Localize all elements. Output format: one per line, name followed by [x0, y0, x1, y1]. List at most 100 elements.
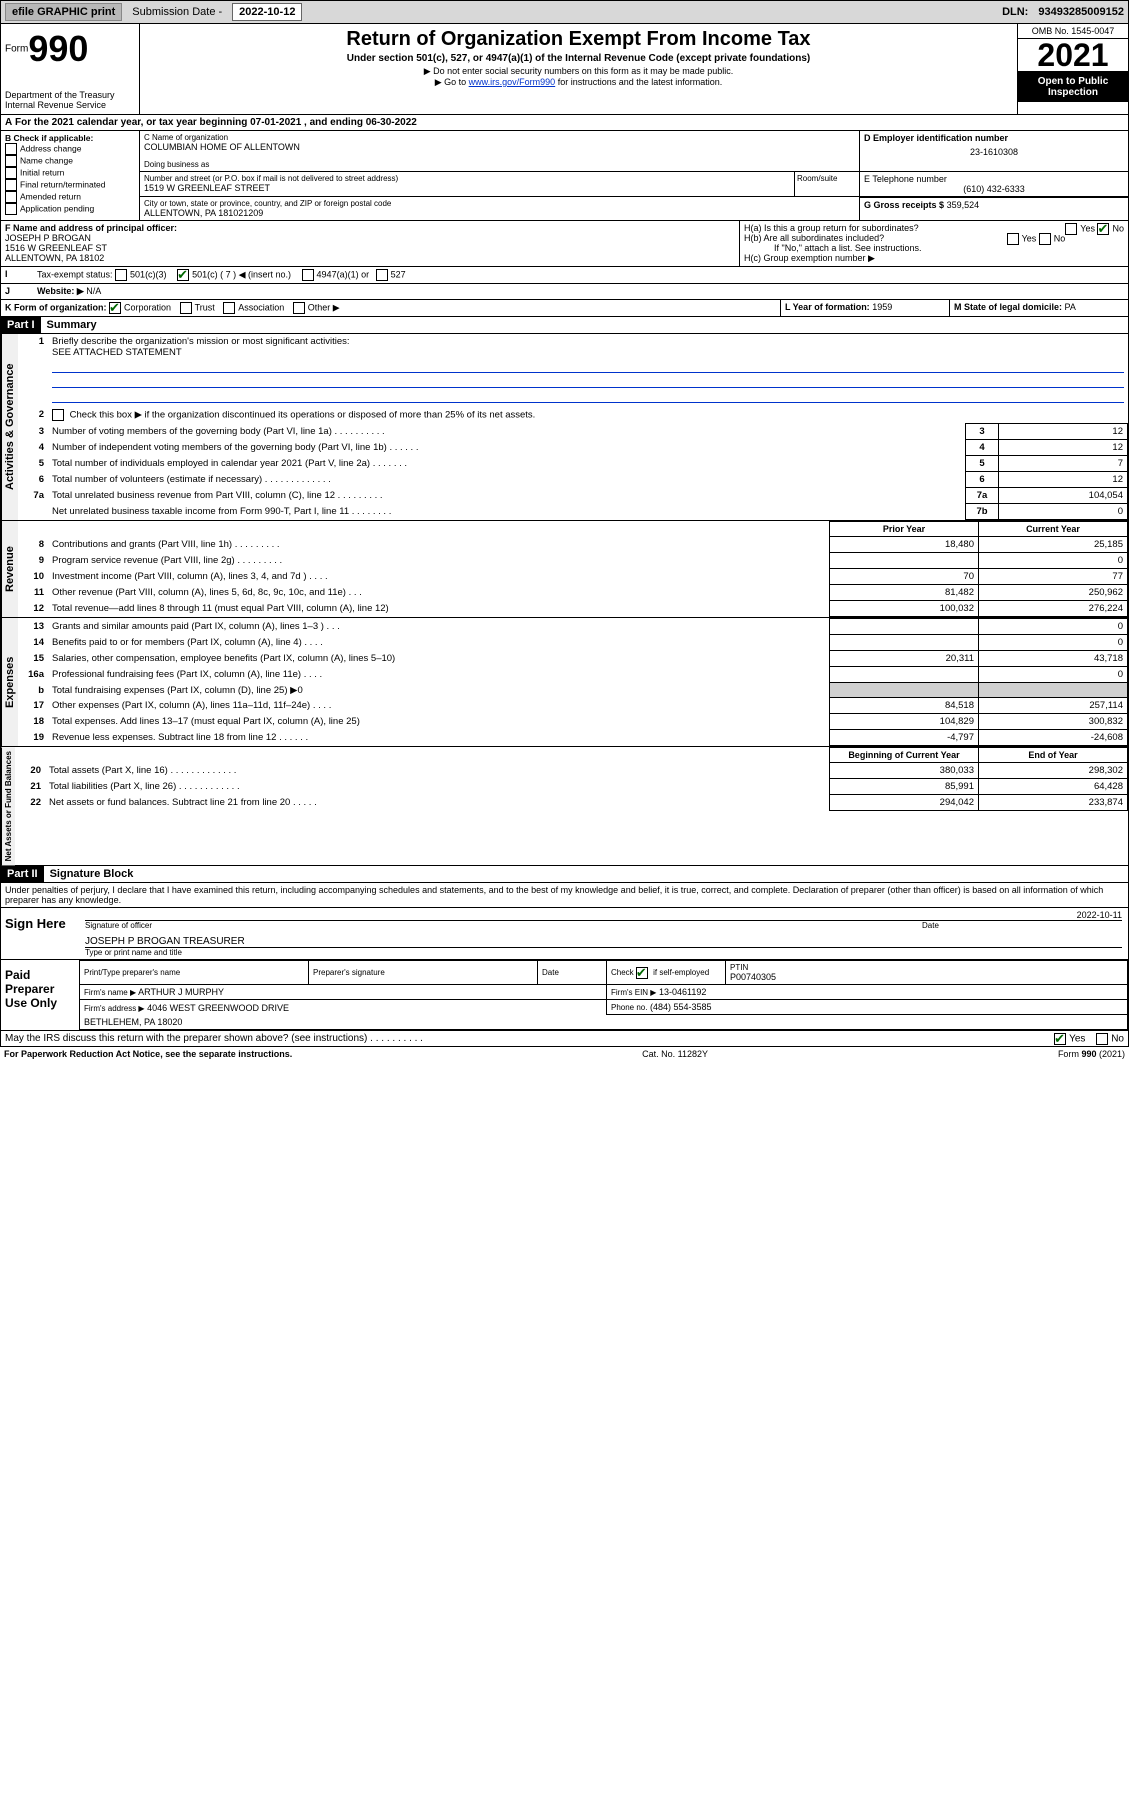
- paid-preparer-label: Paid Preparer Use Only: [1, 960, 79, 1030]
- ptin-value: P00740305: [730, 972, 1123, 982]
- form-footer: Form 990 (2021): [1058, 1049, 1125, 1059]
- firm-addr2: BETHLEHEM, PA 18020: [84, 1017, 182, 1027]
- summary-row: 3Number of voting members of the governi…: [18, 424, 1128, 440]
- pra-notice: For Paperwork Reduction Act Notice, see …: [4, 1049, 292, 1059]
- irs-link[interactable]: www.irs.gov/Form990: [469, 77, 556, 87]
- self-employed-cell: Check if self-employed: [607, 961, 726, 985]
- summary-row: 5Total number of individuals employed in…: [18, 456, 1128, 472]
- firm-phone-label: Phone no.: [611, 1003, 647, 1012]
- check-app-pending[interactable]: [5, 203, 17, 215]
- check-trust[interactable]: [180, 302, 192, 314]
- efile-print-button[interactable]: efile GRAPHIC print: [5, 3, 122, 21]
- box-b-label: B Check if applicable:: [5, 133, 135, 143]
- org-info-block: B Check if applicable: Address change Na…: [0, 131, 1129, 221]
- check-discontinued[interactable]: [52, 409, 64, 421]
- check-other[interactable]: [293, 302, 305, 314]
- expenses-section: Expenses 13Grants and similar amounts pa…: [0, 618, 1129, 747]
- firm-ein: 13-0461192: [659, 987, 706, 997]
- hb-no[interactable]: [1039, 233, 1051, 245]
- klm-row: K Form of organization: Corporation Trus…: [0, 300, 1129, 317]
- declaration-text: Under penalties of perjury, I declare th…: [1, 883, 1128, 907]
- form-title: Return of Organization Exempt From Incom…: [148, 28, 1009, 51]
- open-inspection: Open to Public Inspection: [1018, 72, 1128, 102]
- summary-row: 11Other revenue (Part VIII, column (A), …: [18, 585, 1128, 601]
- dln-value: 93493285009152: [1038, 6, 1124, 18]
- check-final-return[interactable]: [5, 179, 17, 191]
- firm-phone: (484) 554-3585: [650, 1002, 712, 1012]
- check-4947[interactable]: [302, 269, 314, 281]
- line-a: A For the 2021 calendar year, or tax yea…: [0, 115, 1129, 131]
- summary-row: 9Program service revenue (Part VIII, lin…: [18, 553, 1128, 569]
- prep-sig-label: Preparer's signature: [313, 968, 533, 977]
- vlabel-revenue: Revenue: [1, 521, 18, 617]
- mission-line1: [52, 360, 1124, 373]
- vlabel-expenses: Expenses: [1, 618, 18, 746]
- check-corp[interactable]: [109, 302, 121, 314]
- discuss-no[interactable]: [1096, 1033, 1108, 1045]
- summary-row: 14Benefits paid to or for members (Part …: [18, 635, 1128, 651]
- officer-typed-name: JOSEPH P BROGAN TREASURER: [85, 936, 1122, 947]
- governance-section: Activities & Governance 1 Briefly descri…: [0, 334, 1129, 521]
- ha-no[interactable]: [1097, 223, 1109, 235]
- cat-number: Cat. No. 11282Y: [642, 1049, 708, 1059]
- mission-line3: [52, 390, 1124, 403]
- check-self-employed[interactable]: [636, 967, 648, 979]
- check-name-change[interactable]: [5, 155, 17, 167]
- box-f-label: F Name and address of principal officer:: [5, 223, 735, 233]
- irs-label: Internal Revenue Service: [5, 100, 135, 110]
- year-formation: 1959: [872, 302, 892, 312]
- firm-addr-label: Firm's address ▶: [84, 1004, 145, 1013]
- org-name: COLUMBIAN HOME OF ALLENTOWN: [144, 142, 855, 152]
- part1-header-row: Part I Summary: [0, 317, 1129, 334]
- prep-date-label: Date: [542, 968, 602, 977]
- check-501c3[interactable]: [115, 269, 127, 281]
- h-c: H(c) Group exemption number ▶: [744, 253, 1124, 264]
- q1-value: SEE ATTACHED STATEMENT: [52, 347, 182, 358]
- check-assoc[interactable]: [223, 302, 235, 314]
- summary-row: 13Grants and similar amounts paid (Part …: [18, 619, 1128, 635]
- discuss-yes[interactable]: [1054, 1033, 1066, 1045]
- check-amended[interactable]: [5, 191, 17, 203]
- part2-title: Signature Block: [44, 868, 134, 880]
- footer: For Paperwork Reduction Act Notice, see …: [0, 1047, 1129, 1061]
- check-527[interactable]: [376, 269, 388, 281]
- check-initial-return[interactable]: [5, 167, 17, 179]
- dba-label: Doing business as: [144, 160, 855, 169]
- summary-row: Net unrelated business taxable income fr…: [18, 504, 1128, 520]
- vlabel-assets: Net Assets or Fund Balances: [1, 747, 15, 865]
- form-number: 990: [28, 28, 88, 69]
- end-year-header: End of Year: [979, 748, 1128, 763]
- state-domicile: PA: [1065, 302, 1076, 312]
- summary-row: 19Revenue less expenses. Subtract line 1…: [18, 730, 1128, 746]
- revenue-section: Revenue Prior Year Current Year 8Contrib…: [0, 521, 1129, 618]
- phone-value: (610) 432-6333: [864, 184, 1124, 194]
- box-l-label: L Year of formation:: [785, 302, 870, 312]
- q2-text: Check this box ▶ if the organization dis…: [70, 410, 536, 421]
- street-address: 1519 W GREENLEAF STREET: [144, 183, 790, 193]
- hb-yes[interactable]: [1007, 233, 1019, 245]
- ha-yes[interactable]: [1065, 223, 1077, 235]
- summary-row: 7aTotal unrelated business revenue from …: [18, 488, 1128, 504]
- website-row: J Website: ▶ N/A: [0, 284, 1129, 300]
- sign-here-label: Sign Here: [1, 908, 79, 959]
- addr-label: Number and street (or P.O. box if mail i…: [144, 174, 398, 183]
- ein-label: D Employer identification number: [864, 133, 1124, 143]
- ptin-label: PTIN: [730, 963, 1123, 972]
- part1-title: Summary: [41, 319, 97, 331]
- vlabel-governance: Activities & Governance: [1, 334, 18, 520]
- summary-row: 21Total liabilities (Part X, line 26) . …: [15, 779, 1128, 795]
- form-label: Form: [5, 44, 28, 55]
- summary-row: 15Salaries, other compensation, employee…: [18, 651, 1128, 667]
- officer-addr1: 1516 W GREENLEAF ST: [5, 243, 735, 253]
- firm-name: ARTHUR J MURPHY: [138, 987, 224, 997]
- begin-year-header: Beginning of Current Year: [830, 748, 979, 763]
- tax-year: 2021: [1018, 39, 1128, 72]
- summary-row: 12Total revenue—add lines 8 through 11 (…: [18, 601, 1128, 617]
- check-501c[interactable]: [177, 269, 189, 281]
- tax-exempt-row: I Tax-exempt status: 501(c)(3) 501(c) ( …: [0, 267, 1129, 284]
- assets-section: Net Assets or Fund Balances Beginning of…: [0, 747, 1129, 866]
- mission-line2: [52, 375, 1124, 388]
- part2-header: Part II: [1, 866, 44, 882]
- ein-value: 23-1610308: [864, 147, 1124, 157]
- check-address-change[interactable]: [5, 143, 17, 155]
